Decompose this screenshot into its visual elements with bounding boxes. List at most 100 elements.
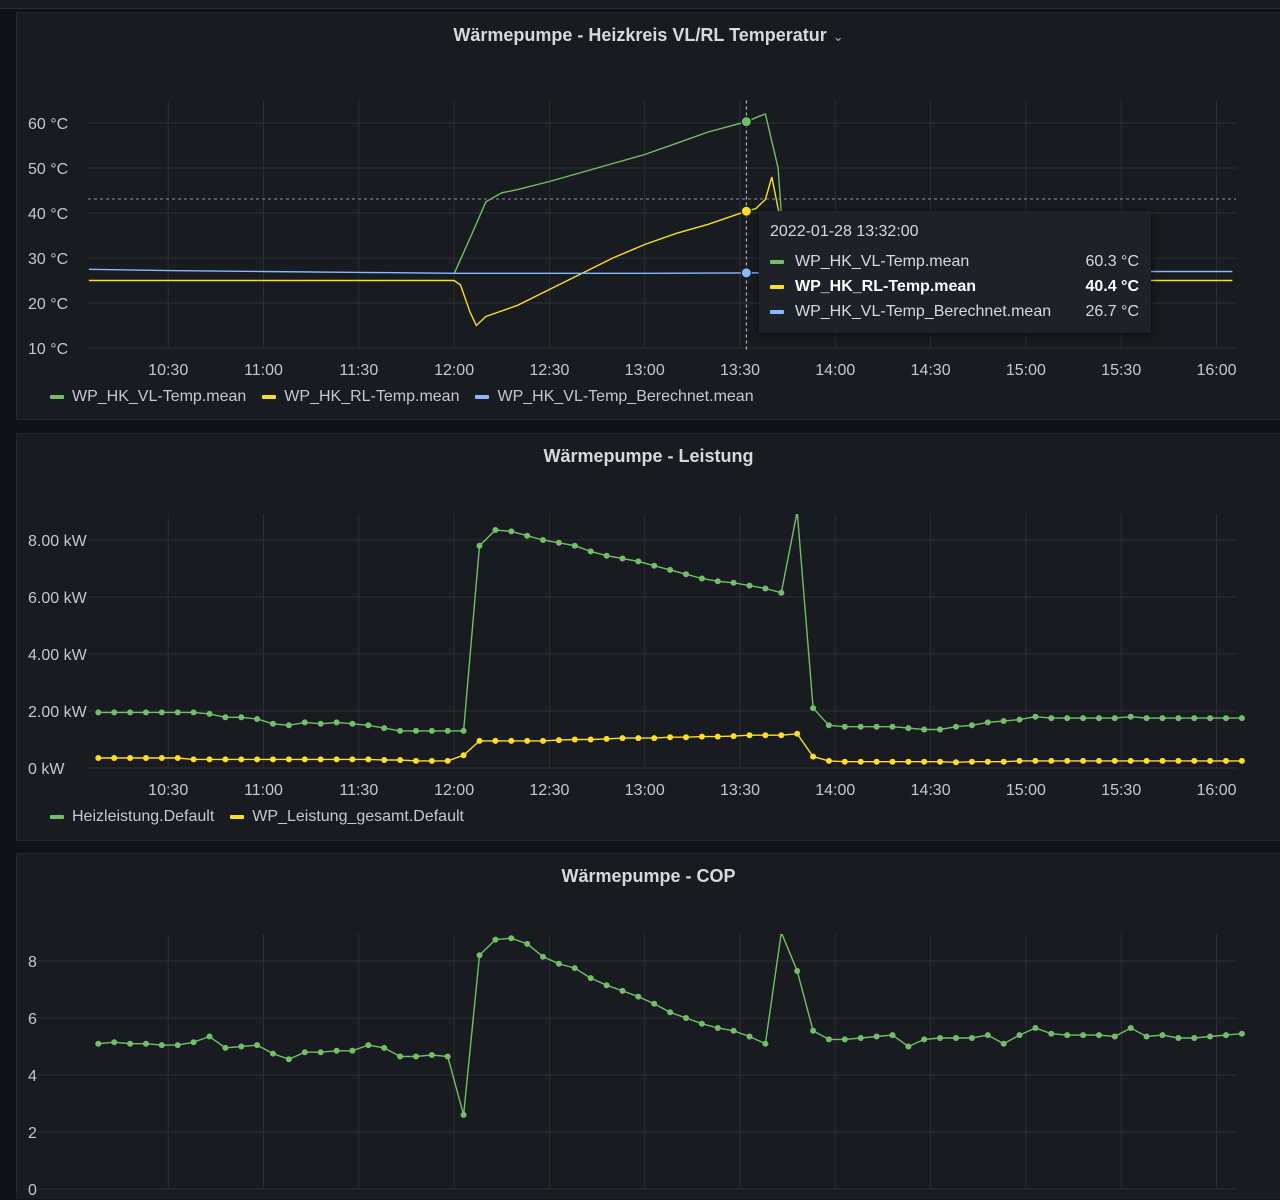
- y-tick-label: 50 °C: [28, 161, 68, 178]
- data-point: [158, 1042, 165, 1049]
- data-point: [1207, 715, 1214, 722]
- legend-item[interactable]: Heizleistung.Default: [50, 808, 214, 826]
- data-point: [603, 982, 610, 989]
- x-tick-label: 12:00: [434, 782, 474, 799]
- x-tick-label: 15:30: [1101, 782, 1141, 799]
- x-tick-label: 13:00: [625, 362, 665, 379]
- data-point: [698, 733, 705, 740]
- data-point: [95, 755, 102, 761]
- x-tick-label: 12:00: [434, 362, 474, 379]
- tooltip-value: 40.4 °C: [1085, 277, 1139, 295]
- data-point: [1016, 716, 1023, 723]
- data-point: [1064, 715, 1071, 722]
- data-point: [1175, 715, 1182, 722]
- data-point: [301, 1049, 308, 1056]
- data-point: [984, 1032, 991, 1039]
- data-point: [873, 1033, 880, 1040]
- data-point: [174, 755, 181, 761]
- y-tick-label: 0 kW: [28, 761, 65, 778]
- x-tick-label: 11:00: [244, 782, 283, 799]
- data-point: [921, 758, 928, 765]
- data-point: [1175, 1035, 1182, 1041]
- series-line: [98, 934, 1242, 1116]
- power-chart[interactable]: 0 kW 2.00 kW 4.00 kW 6.00 kW 8.00 kW 10:30 11:…: [17, 434, 1280, 842]
- panel-title[interactable]: Wärmepumpe - COP: [17, 866, 1280, 887]
- data-point: [222, 1044, 229, 1051]
- data-point: [206, 1033, 213, 1040]
- data-point: [746, 1033, 753, 1040]
- series-line: [98, 514, 1242, 732]
- data-point: [1238, 757, 1245, 764]
- data-point: [683, 734, 689, 741]
- data-point: [524, 737, 531, 744]
- data-point: [524, 940, 531, 947]
- data-point: [254, 1042, 261, 1049]
- data-point: [571, 542, 578, 549]
- data-point: [1111, 715, 1118, 722]
- data-point: [730, 733, 737, 740]
- data-point: [762, 1040, 769, 1047]
- data-point: [810, 753, 817, 760]
- data-point: [810, 705, 817, 712]
- tooltip-swatch: [770, 259, 784, 264]
- y-tick-label: 4: [28, 1068, 37, 1085]
- panel-title[interactable]: Wärmepumpe - Leistung: [17, 446, 1280, 467]
- legend-item[interactable]: WP_HK_VL-Temp.mean: [50, 388, 246, 406]
- data-point: [889, 1032, 896, 1039]
- data-point: [571, 965, 578, 972]
- legend-item[interactable]: WP_Leistung_gesamt.Default: [230, 808, 464, 826]
- data-point: [794, 968, 801, 974]
- data-point: [1111, 757, 1118, 764]
- data-point: [667, 566, 674, 573]
- data-point: [937, 726, 944, 733]
- data-point: [587, 736, 594, 743]
- x-tick-label: 14:00: [815, 782, 855, 799]
- cop-chart[interactable]: 0 2 4 6 8: [17, 854, 1280, 1200]
- data-point: [238, 714, 245, 721]
- data-point: [365, 756, 372, 763]
- tooltip-swatch: [770, 284, 784, 289]
- data-point: [857, 1035, 864, 1041]
- tooltip-series-name: WP_HK_VL-Temp.mean: [795, 252, 970, 270]
- data-point: [683, 1015, 689, 1021]
- data-point: [317, 756, 324, 763]
- chevron-down-icon[interactable]: ⌄: [832, 29, 844, 44]
- tooltip-swatch: [770, 309, 784, 314]
- x-tick-label: 15:00: [1006, 782, 1046, 799]
- data-point: [1223, 757, 1229, 764]
- legend-swatch: [262, 395, 277, 399]
- data-point: [873, 758, 880, 765]
- data-point: [1032, 757, 1039, 764]
- data-point: [730, 579, 737, 586]
- data-point: [508, 528, 515, 535]
- y-tick-label: 4.00 kW: [28, 647, 88, 664]
- x-tick-label: 14:00: [815, 362, 855, 379]
- data-point: [492, 737, 499, 744]
- data-point: [651, 562, 658, 569]
- legend-item[interactable]: WP_HK_RL-Temp.mean: [262, 388, 459, 406]
- data-point: [651, 735, 658, 742]
- data-point: [1032, 1025, 1039, 1031]
- data-point: [953, 759, 959, 766]
- temperature-chart[interactable]: 10 °C 20 °C 30 °C 40 °C 50 °C 60 °C 10:30 11:00…: [17, 13, 1280, 421]
- data-point: [349, 756, 356, 763]
- data-point: [1191, 1035, 1198, 1041]
- legend-item[interactable]: WP_HK_VL-Temp_Berechnet.mean: [475, 388, 754, 406]
- data-point: [619, 555, 626, 562]
- panel-title[interactable]: Wärmepumpe - Heizkreis VL/RL Temperatur ⌄: [17, 25, 1280, 46]
- data-point: [540, 537, 546, 543]
- data-point: [111, 709, 118, 716]
- data-point: [1048, 757, 1055, 764]
- data-point: [238, 1043, 245, 1050]
- data-point: [698, 575, 705, 582]
- data-point: [778, 589, 785, 596]
- data-point: [301, 719, 308, 726]
- data-point: [1048, 715, 1055, 722]
- data-point: [1127, 713, 1134, 720]
- series-line: [453, 113, 782, 275]
- data-point: [587, 975, 594, 982]
- hover-marker: [740, 205, 752, 217]
- panel-title-text: Wärmepumpe - COP: [561, 866, 736, 886]
- data-point: [905, 758, 912, 765]
- data-point: [937, 1035, 944, 1041]
